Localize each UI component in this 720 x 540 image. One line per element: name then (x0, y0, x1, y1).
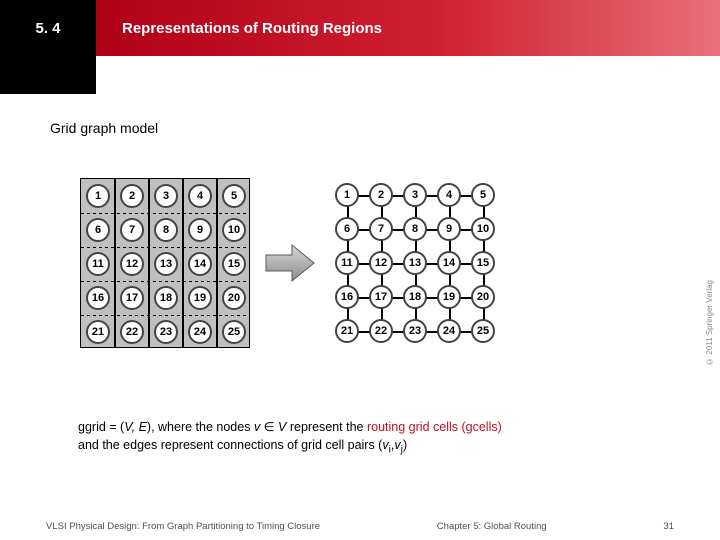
header-black-extension (0, 56, 96, 94)
grid-cell: 14 (188, 252, 212, 276)
graph-node: 8 (403, 217, 427, 241)
arrow-block (250, 239, 330, 287)
slide-footer: VLSI Physical Design: From Graph Partiti… (0, 521, 720, 532)
graph-node: 6 (335, 217, 359, 241)
grid-hline (81, 213, 249, 214)
grid-hline (81, 247, 249, 248)
grid-cell: 23 (154, 320, 178, 344)
graph-node: 11 (335, 251, 359, 275)
graph-node: 21 (335, 319, 359, 343)
graph-node: 14 (437, 251, 461, 275)
graph-node: 22 (369, 319, 393, 343)
graph-node: 10 (471, 217, 495, 241)
graph-node: 12 (369, 251, 393, 275)
caption-end: ) (403, 438, 407, 452)
footer-center: Chapter 5: Global Routing (437, 521, 547, 532)
graph-node: 4 (437, 183, 461, 207)
grid-diagram: 1234567891011121314151617181920212223242… (80, 178, 250, 348)
graph-node: 5 (471, 183, 495, 207)
caption-part: ggrid = ( (78, 420, 124, 434)
grid-cell: 9 (188, 218, 212, 242)
grid-cell: 17 (120, 286, 144, 310)
caption-ve: V, E (124, 420, 147, 434)
graph-node: 20 (471, 285, 495, 309)
graph-node: 18 (403, 285, 427, 309)
grid-cell: 19 (188, 286, 212, 310)
grid-cell: 22 (120, 320, 144, 344)
grid-cell: 6 (86, 218, 110, 242)
grid-cell: 1 (86, 184, 110, 208)
graph-node: 15 (471, 251, 495, 275)
graph-node: 24 (437, 319, 461, 343)
graph-node: 1 (335, 183, 359, 207)
copyright-text: © 2011 Springer Verlag (705, 280, 714, 366)
graph-node: 9 (437, 217, 461, 241)
caption-part: and the edges represent connections of g… (78, 438, 382, 452)
graph-node: 16 (335, 285, 359, 309)
graph-node: 13 (403, 251, 427, 275)
grid-vline (182, 179, 184, 347)
slide-title: Representations of Routing Regions (96, 0, 720, 56)
grid-cell: 3 (154, 184, 178, 208)
caption-part: ), where the nodes (147, 420, 254, 434)
arrow-icon (262, 239, 318, 287)
grid-cell: 10 (222, 218, 246, 242)
grid-cell: 20 (222, 286, 246, 310)
caption-highlight: routing grid cells (gcells) (367, 420, 502, 434)
grid-cell: 25 (222, 320, 246, 344)
grid-cell: 7 (120, 218, 144, 242)
graph-node: 17 (369, 285, 393, 309)
grid-cell: 16 (86, 286, 110, 310)
section-number: 5. 4 (0, 0, 96, 56)
grid-vline (114, 179, 116, 347)
slide-header: 5. 4 Representations of Routing Regions (0, 0, 720, 56)
footer-left: VLSI Physical Design: From Graph Partiti… (46, 521, 320, 532)
grid-cell: 24 (188, 320, 212, 344)
grid-cell: 21 (86, 320, 110, 344)
graph-node: 7 (369, 217, 393, 241)
footer-page: 31 (663, 521, 674, 532)
grid-hline (81, 281, 249, 282)
graph-diagram: 1234567891011121314151617181920212223242… (330, 178, 500, 348)
grid-cell: 13 (154, 252, 178, 276)
grid-cell: 2 (120, 184, 144, 208)
grid-cell: 15 (222, 252, 246, 276)
subtitle: Grid graph model (50, 120, 158, 136)
diagram-row: 1234567891011121314151617181920212223242… (80, 178, 640, 348)
caption-elem: ∈ (260, 420, 278, 434)
grid-cell: 12 (120, 252, 144, 276)
graph-node: 25 (471, 319, 495, 343)
grid-vline (216, 179, 218, 347)
graph-node: 3 (403, 183, 427, 207)
grid-cell: 11 (86, 252, 110, 276)
grid-cell: 8 (154, 218, 178, 242)
caption-part: represent the (286, 420, 367, 434)
grid-cell: 18 (154, 286, 178, 310)
graph-node: 23 (403, 319, 427, 343)
graph-node: 2 (369, 183, 393, 207)
graph-node: 19 (437, 285, 461, 309)
grid-cell: 5 (222, 184, 246, 208)
grid-hline (81, 315, 249, 316)
caption-text: ggrid = (V, E), where the nodes v ∈ V re… (78, 418, 638, 458)
grid-vline (148, 179, 150, 347)
grid-cell: 4 (188, 184, 212, 208)
